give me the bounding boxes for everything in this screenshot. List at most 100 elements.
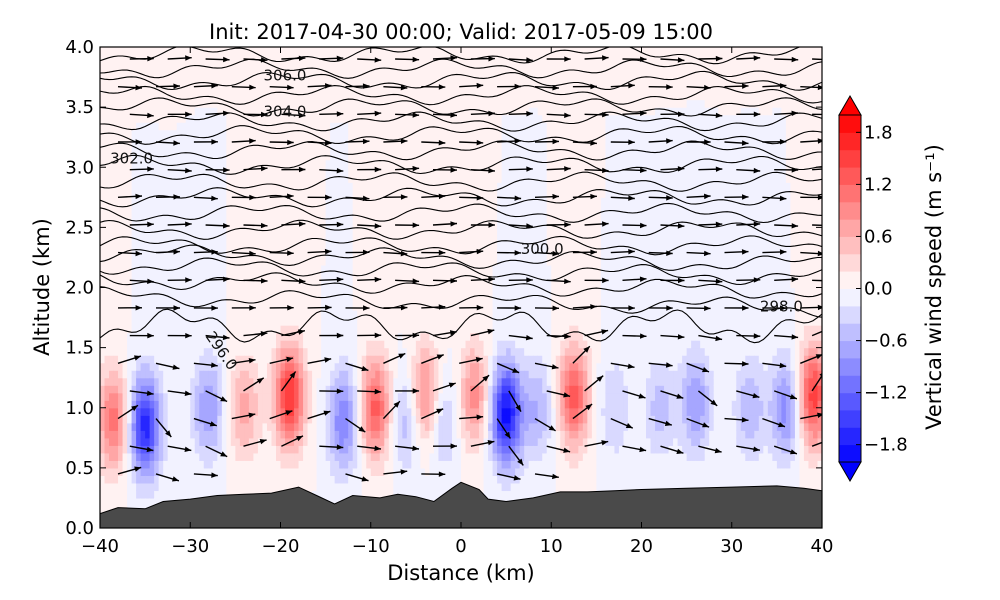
wind-field-cell bbox=[149, 385, 155, 394]
wind-field-cell bbox=[406, 490, 412, 499]
wind-field-cell bbox=[370, 212, 376, 221]
wind-field-cell bbox=[109, 317, 115, 326]
wind-field-cell bbox=[100, 137, 106, 146]
wind-field-cell bbox=[244, 467, 250, 476]
wind-field-cell bbox=[212, 430, 218, 439]
wind-field-cell bbox=[348, 302, 354, 311]
wind-field-cell bbox=[424, 69, 431, 78]
wind-field-cell bbox=[433, 415, 440, 424]
wind-field-cell bbox=[235, 407, 241, 416]
wind-field-cell bbox=[393, 482, 399, 492]
wind-field-cell bbox=[275, 385, 282, 394]
wind-field-cell bbox=[104, 69, 110, 78]
wind-field-cell bbox=[262, 370, 268, 379]
wind-field-cell bbox=[330, 452, 336, 461]
wind-field-cell bbox=[145, 400, 151, 409]
wind-field-cell bbox=[348, 77, 354, 86]
wind-field-cell bbox=[113, 482, 119, 492]
wind-field-cell bbox=[266, 84, 273, 93]
wind-field-cell bbox=[316, 467, 322, 476]
wind-field-cell bbox=[289, 452, 295, 461]
wind-field-cell bbox=[447, 377, 453, 386]
wind-field-cell bbox=[420, 137, 426, 146]
wind-field-cell bbox=[275, 212, 282, 221]
wind-field-cell bbox=[118, 475, 124, 484]
wind-field-cell bbox=[275, 310, 282, 319]
wind-field-cell bbox=[199, 475, 205, 484]
wind-field-cell bbox=[339, 302, 345, 311]
wind-field-cell bbox=[226, 219, 232, 228]
wind-field-cell bbox=[257, 295, 264, 304]
wind-field-cell bbox=[397, 152, 403, 161]
wind-field-cell bbox=[208, 264, 214, 274]
wind-field-cell bbox=[334, 437, 340, 446]
wind-field-cell bbox=[289, 482, 295, 492]
wind-field-cell bbox=[235, 174, 241, 183]
wind-field-cell bbox=[370, 482, 376, 492]
wind-field-cell bbox=[321, 310, 327, 319]
wind-field-cell bbox=[352, 62, 358, 71]
wind-field-cell bbox=[248, 279, 255, 289]
wind-field-cell bbox=[199, 400, 205, 409]
wind-field-cell bbox=[307, 475, 313, 484]
wind-field-cell bbox=[109, 47, 115, 56]
wind-field-cell bbox=[402, 99, 408, 108]
wind-field-cell bbox=[208, 385, 214, 394]
wind-field-cell bbox=[294, 99, 300, 108]
wind-field-cell bbox=[194, 212, 200, 221]
wind-field-cell bbox=[194, 242, 200, 251]
wind-field-cell bbox=[230, 355, 236, 364]
wind-field-cell bbox=[136, 212, 142, 221]
wind-field-cell bbox=[402, 234, 408, 244]
wind-field-cell bbox=[190, 355, 196, 364]
wind-field-cell bbox=[176, 400, 182, 409]
wind-field-cell bbox=[149, 264, 155, 274]
wind-field-cell bbox=[140, 167, 146, 176]
wind-field-cell bbox=[145, 62, 151, 71]
wind-field-cell bbox=[366, 122, 372, 131]
wind-field-cell bbox=[429, 452, 435, 461]
wind-field-cell bbox=[352, 377, 358, 386]
wind-field-cell bbox=[226, 460, 232, 469]
wind-field-cell bbox=[447, 167, 453, 176]
wind-field-cell bbox=[352, 340, 358, 349]
wind-field-cell bbox=[140, 159, 146, 168]
wind-field-cell bbox=[442, 122, 449, 131]
wind-field-cell bbox=[366, 62, 372, 71]
wind-field-cell bbox=[140, 467, 146, 476]
wind-field-cell bbox=[109, 415, 115, 424]
wind-field-cell bbox=[280, 310, 286, 319]
wind-field-cell bbox=[312, 377, 318, 386]
wind-field-cell bbox=[411, 482, 417, 492]
wind-field-cell bbox=[122, 490, 128, 499]
wind-field-cell bbox=[429, 325, 435, 334]
wind-field-cell bbox=[158, 167, 164, 176]
wind-field-cell bbox=[208, 437, 214, 446]
wind-field-cell bbox=[375, 310, 381, 319]
wind-field-cell bbox=[118, 204, 124, 213]
wind-field-cell bbox=[433, 272, 440, 281]
wind-field-cell bbox=[375, 272, 381, 281]
wind-field-cell bbox=[379, 362, 385, 371]
wind-field-cell bbox=[397, 47, 403, 56]
wind-field-cell bbox=[312, 445, 318, 454]
wind-field-cell bbox=[127, 400, 133, 409]
wind-field-cell bbox=[217, 279, 223, 289]
wind-field-cell bbox=[199, 445, 205, 454]
wind-field-cell bbox=[167, 159, 173, 168]
wind-field-cell bbox=[221, 482, 227, 492]
wind-field-cell bbox=[104, 197, 110, 206]
wind-field-cell bbox=[375, 242, 381, 251]
wind-field-cell bbox=[379, 242, 385, 251]
wind-field-cell bbox=[348, 340, 354, 349]
wind-field-cell bbox=[294, 407, 300, 416]
wind-field-cell bbox=[280, 392, 286, 401]
wind-field-cell bbox=[316, 302, 322, 311]
wind-field-cell bbox=[113, 84, 119, 93]
wind-field-cell bbox=[275, 475, 282, 484]
wind-field-cell bbox=[181, 325, 187, 334]
wind-field-cell bbox=[379, 114, 385, 123]
wind-field-cell bbox=[447, 129, 453, 138]
wind-field-cell bbox=[330, 415, 336, 424]
wind-field-cell bbox=[294, 122, 300, 131]
